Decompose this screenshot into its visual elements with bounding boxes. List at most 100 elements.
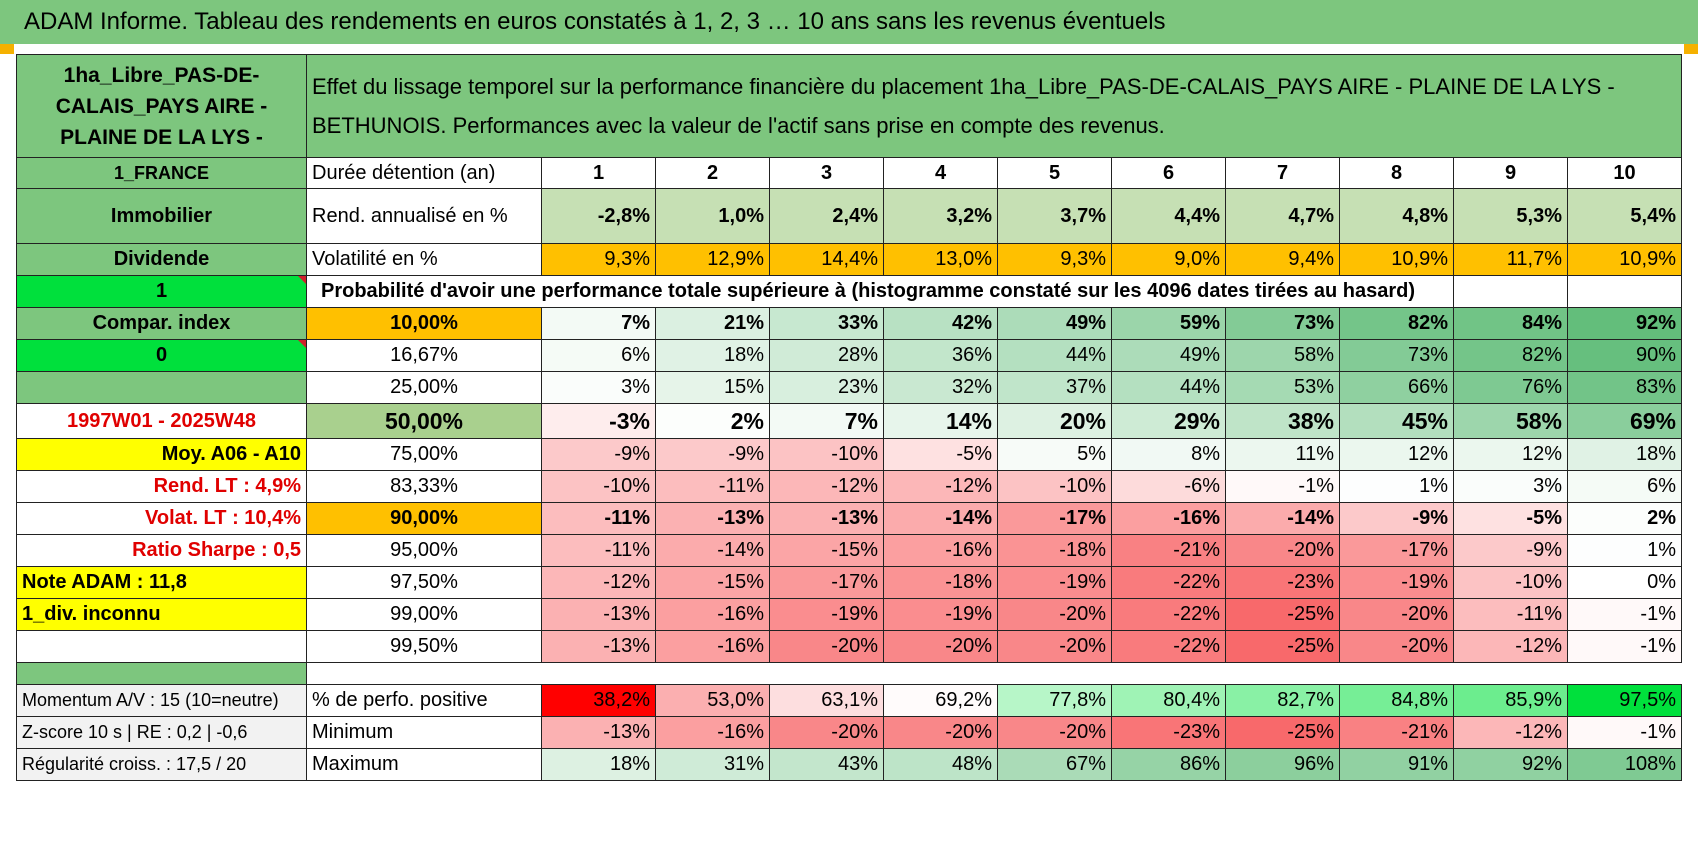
pct-positive-value: 63,1% — [769, 684, 884, 717]
probability-value: 49% — [997, 307, 1112, 340]
vol-value: 9,4% — [1225, 243, 1340, 276]
year-header: 8 — [1339, 157, 1454, 189]
type-label: Dividende — [16, 243, 307, 276]
probability-value: -11% — [655, 470, 770, 503]
probability-value: -23% — [1225, 566, 1340, 599]
probability-value: 23% — [769, 371, 884, 404]
probability-value: 82% — [1453, 339, 1568, 372]
rend-value: 1,0% — [655, 188, 770, 244]
year-header: 4 — [883, 157, 998, 189]
probability-value: -14% — [1225, 502, 1340, 535]
regularite-label: Régularité croiss. : 17,5 / 20 — [16, 748, 307, 781]
probability-value: -18% — [883, 566, 998, 599]
probability-value: -20% — [1339, 630, 1454, 663]
probability-value: -16% — [655, 598, 770, 631]
probability-value: -11% — [1453, 598, 1568, 631]
vol-value: 10,9% — [1339, 243, 1454, 276]
maximum-value: 67% — [997, 748, 1112, 781]
probability-value: -19% — [1339, 566, 1454, 599]
probability-value: 3% — [541, 371, 656, 404]
probability-value: 14% — [883, 403, 998, 439]
probability-value: 33% — [769, 307, 884, 340]
probability-value: -11% — [541, 502, 656, 535]
probability-value: -12% — [541, 566, 656, 599]
probability-value: 42% — [883, 307, 998, 340]
probability-value: -25% — [1225, 598, 1340, 631]
probability-value: 28% — [769, 339, 884, 372]
probability-value: -10% — [1453, 566, 1568, 599]
probability-value: 49% — [1111, 339, 1226, 372]
probability-value: 15% — [655, 371, 770, 404]
minimum-value: -23% — [1111, 716, 1226, 749]
year-header: 7 — [1225, 157, 1340, 189]
probability-value: 29% — [1111, 403, 1226, 439]
probability-threshold: 97,50% — [306, 566, 542, 599]
probability-value: 82% — [1339, 307, 1454, 340]
probability-value: 73% — [1339, 339, 1454, 372]
probability-row: Rend. LT : 4,9% 83,33% -10% -11% -12% -12% -10… — [16, 470, 1682, 503]
compar-index-label: Compar. index — [16, 307, 307, 340]
maximum-value: 31% — [655, 748, 770, 781]
vol-value: 12,9% — [655, 243, 770, 276]
probability-row: 1_div. inconnu 99,00% -13% -16% -19% -19% -20%… — [16, 598, 1682, 631]
vol-value: 13,0% — [883, 243, 998, 276]
probability-value: -10% — [769, 438, 884, 471]
probability-value: 58% — [1225, 339, 1340, 372]
empty-cell — [1453, 275, 1568, 308]
probability-value: -14% — [655, 534, 770, 567]
year-header: 3 — [769, 157, 884, 189]
probability-value: 59% — [1111, 307, 1226, 340]
probability-value: 8% — [1111, 438, 1226, 471]
probability-threshold: 99,00% — [306, 598, 542, 631]
probability-value: -1% — [1567, 598, 1682, 631]
probability-value: -9% — [1453, 534, 1568, 567]
vol-value: 14,4% — [769, 243, 884, 276]
probability-value: -22% — [1111, 630, 1226, 663]
empty-left — [16, 630, 307, 663]
probability-threshold: 99,50% — [306, 630, 542, 663]
probability-threshold: 50,00% — [306, 403, 542, 439]
probability-value: 7% — [769, 403, 884, 439]
probability-value: 18% — [1567, 438, 1682, 471]
probability-value: 44% — [997, 339, 1112, 372]
probability-value: 44% — [1111, 371, 1226, 404]
category-label: Immobilier — [16, 188, 307, 244]
probability-value: 36% — [883, 339, 998, 372]
maximum-value: 91% — [1339, 748, 1454, 781]
probability-value: 84% — [1453, 307, 1568, 340]
probability-threshold: 83,33% — [306, 470, 542, 503]
probability-value: 45% — [1339, 403, 1454, 439]
volat-lt-label: Volat. LT : 10,4% — [16, 502, 307, 535]
probability-value: -17% — [997, 502, 1112, 535]
year-header: 9 — [1453, 157, 1568, 189]
pct-positive-label: % de perfo. positive — [306, 684, 542, 717]
minimum-label: Minimum — [306, 716, 542, 749]
minimum-row: Z-score 10 s | RE : 0,2 | -0,6 Minimum -13… — [16, 716, 1682, 749]
probability-value: 32% — [883, 371, 998, 404]
probability-value: -12% — [769, 470, 884, 503]
div-label: 1_div. inconnu — [16, 598, 307, 631]
probability-value: -21% — [1111, 534, 1226, 567]
probability-value: 12% — [1453, 438, 1568, 471]
year-header: 10 — [1567, 157, 1682, 189]
minimum-value: -20% — [883, 716, 998, 749]
probability-value: 21% — [655, 307, 770, 340]
maximum-value: 48% — [883, 748, 998, 781]
probability-value: -5% — [883, 438, 998, 471]
minimum-value: -20% — [769, 716, 884, 749]
note-adam-label: Note ADAM : 11,8 — [16, 566, 307, 599]
pct-positive-value: 53,0% — [655, 684, 770, 717]
description-cell: Effet du lissage temporel sur la perform… — [306, 54, 1682, 158]
probability-threshold: 90,00% — [306, 502, 542, 535]
probability-value: -16% — [655, 630, 770, 663]
report-title-bar: ADAM Informe. Tableau des rendements en … — [0, 0, 1698, 44]
year-header: 5 — [997, 157, 1112, 189]
probability-value: 11% — [1225, 438, 1340, 471]
vol-value: 9,3% — [997, 243, 1112, 276]
spacer-row — [16, 662, 1682, 685]
year-header: 6 — [1111, 157, 1226, 189]
probability-threshold: 95,00% — [306, 534, 542, 567]
probability-value: -13% — [541, 630, 656, 663]
left-corner-marker — [0, 44, 14, 54]
rend-row: Immobilier Rend. annualisé en % -2,8% 1,0% 2… — [16, 188, 1682, 244]
